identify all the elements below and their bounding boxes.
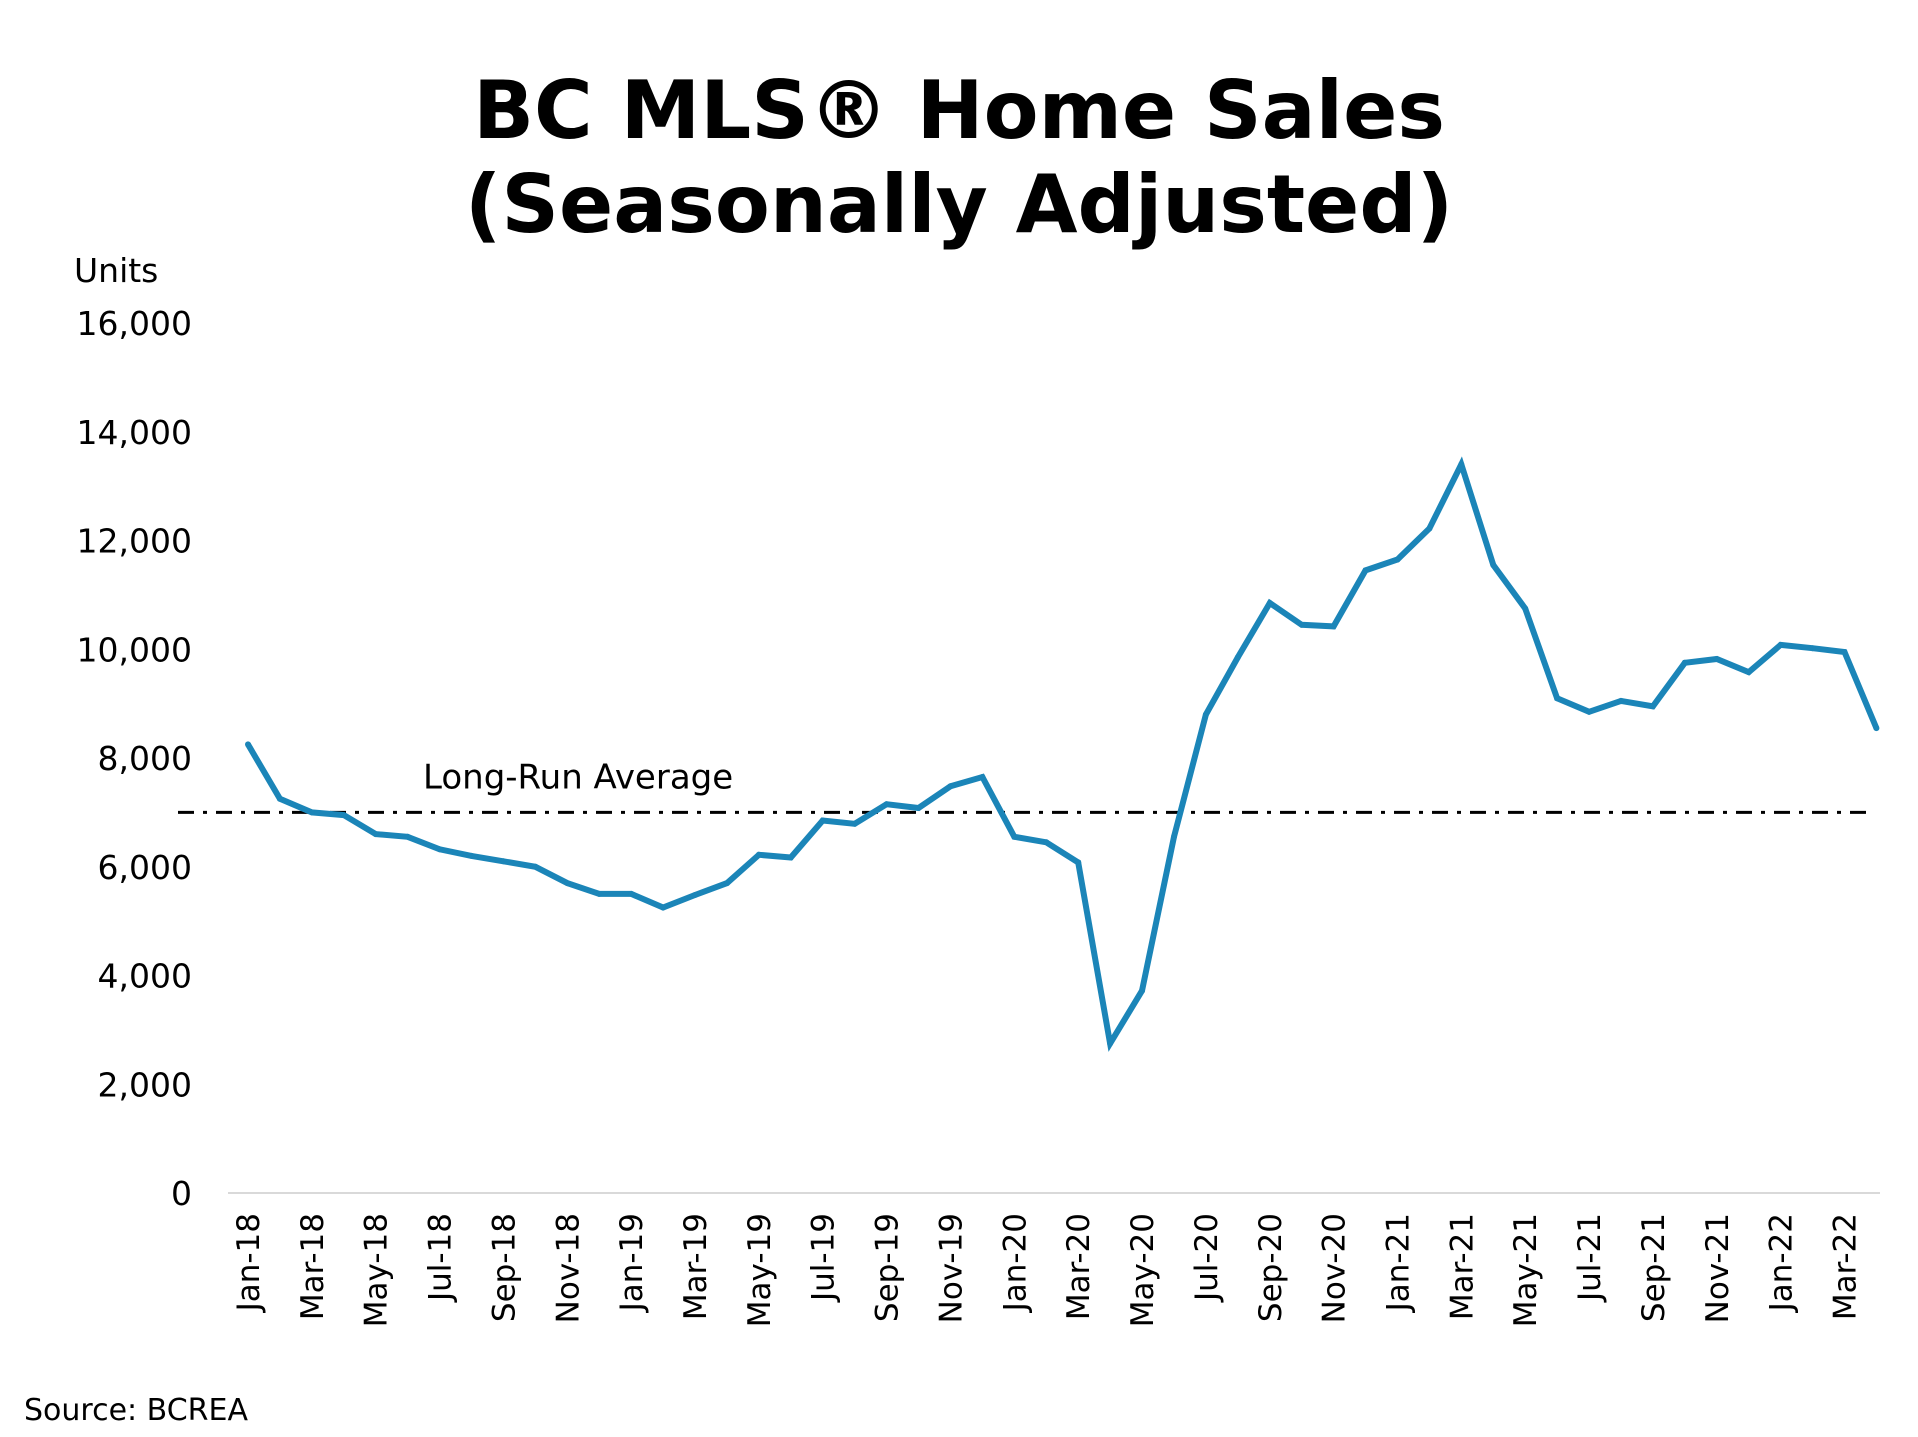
x-axis-ticks: Jan-18 Mar-18 May-18 Jul-18 Sep-18 Nov-18 Jan-… — [231, 1213, 1864, 1327]
x-tick-label: Mar-20 — [1061, 1213, 1097, 1320]
data-point — [1394, 556, 1401, 563]
data-point — [340, 812, 347, 819]
data-point — [1522, 605, 1529, 612]
data-point — [1713, 656, 1720, 662]
data-point — [883, 801, 890, 808]
x-tick-label: May-18 — [359, 1213, 395, 1327]
data-point — [245, 741, 251, 748]
x-tick-label: Jan-18 — [231, 1213, 267, 1313]
x-tick-label: Nov-21 — [1700, 1213, 1736, 1323]
x-tick-label: Jul-21 — [1572, 1213, 1608, 1303]
y-tick-label: 2,000 — [98, 1065, 192, 1104]
y-tick-label: 8,000 — [98, 739, 192, 778]
y-tick-label: 6,000 — [98, 848, 192, 887]
x-tick-label: Jan-19 — [614, 1213, 650, 1313]
data-point — [596, 890, 603, 897]
x-tick-label: May-21 — [1508, 1213, 1544, 1327]
x-tick-label: Jan-22 — [1764, 1213, 1800, 1313]
data-point — [1490, 562, 1497, 568]
data-point — [1426, 525, 1433, 532]
x-tick-label: Sep-21 — [1636, 1213, 1672, 1322]
data-point — [1554, 695, 1561, 702]
x-tick-label: Mar-22 — [1828, 1213, 1864, 1320]
home-sales-series-line — [245, 456, 1880, 1052]
x-tick-label: May-20 — [1125, 1213, 1161, 1327]
x-tick-label: Sep-18 — [486, 1213, 522, 1322]
data-point — [947, 783, 954, 790]
source-note: Source: BCREA — [24, 1393, 249, 1428]
data-point — [468, 852, 475, 859]
data-point — [1841, 649, 1848, 655]
y-tick-label: 10,000 — [77, 630, 192, 669]
data-point — [1011, 833, 1018, 840]
y-axis-ticks: 0 2,000 4,000 6,000 8,000 10,000 12,000 14,000 1… — [77, 304, 192, 1213]
y-tick-label: 4,000 — [98, 957, 192, 996]
data-point — [692, 892, 698, 898]
data-point — [1777, 641, 1784, 648]
x-tick-label: Mar-19 — [678, 1213, 714, 1320]
x-tick-label: Sep-20 — [1253, 1213, 1289, 1322]
y-tick-label: 0 — [171, 1174, 192, 1213]
data-point — [532, 863, 539, 870]
x-tick-label: Jul-18 — [423, 1213, 459, 1303]
data-point — [1266, 600, 1273, 606]
data-point — [564, 880, 571, 887]
chart-subtitle: (Seasonally Adjusted) — [464, 158, 1454, 251]
data-point — [1586, 708, 1593, 715]
data-point — [1171, 833, 1177, 840]
data-point — [1873, 725, 1880, 732]
data-points — [245, 461, 1880, 1047]
x-tick-label: Jan-20 — [997, 1213, 1033, 1313]
data-point — [1202, 711, 1209, 718]
data-point — [276, 795, 283, 802]
x-tick-label: Mar-21 — [1444, 1213, 1480, 1320]
x-tick-label: Mar-18 — [295, 1213, 331, 1320]
data-point — [1298, 621, 1305, 628]
data-point — [1330, 623, 1337, 630]
x-tick-label: Jul-20 — [1189, 1213, 1225, 1303]
y-tick-label: 14,000 — [77, 413, 192, 452]
data-point — [851, 820, 858, 827]
x-tick-label: May-19 — [742, 1213, 778, 1327]
data-point — [308, 809, 315, 816]
data-point — [500, 858, 507, 865]
y-tick-label: 16,000 — [77, 304, 192, 343]
data-point — [1075, 859, 1082, 866]
data-point — [1043, 839, 1050, 846]
data-point — [1234, 654, 1241, 661]
data-point — [436, 846, 443, 853]
long-run-average-label: Long-Run Average — [423, 757, 733, 797]
data-point — [915, 805, 922, 811]
x-tick-label: Sep-19 — [870, 1213, 906, 1322]
data-point — [1139, 987, 1145, 994]
data-point — [660, 904, 667, 911]
x-tick-label: Nov-20 — [1317, 1213, 1353, 1323]
data-point — [1618, 697, 1624, 704]
data-point — [404, 833, 411, 840]
data-point — [724, 880, 730, 887]
data-point — [1107, 1040, 1114, 1047]
y-axis-label: Units — [74, 251, 158, 290]
chart-title: BC MLS® Home Sales — [473, 64, 1445, 157]
data-point — [1745, 669, 1752, 676]
data-point — [979, 774, 986, 780]
data-point — [787, 854, 794, 861]
data-point — [1809, 645, 1816, 652]
data-point — [1681, 659, 1688, 666]
x-tick-label: Nov-18 — [550, 1213, 586, 1323]
data-point — [628, 890, 635, 897]
data-point — [1458, 461, 1465, 468]
data-point — [1649, 703, 1656, 710]
x-tick-label: Jul-19 — [806, 1213, 842, 1303]
data-point — [1362, 567, 1369, 574]
y-tick-label: 12,000 — [77, 522, 192, 561]
data-point — [755, 851, 762, 858]
data-point — [819, 817, 826, 824]
data-point — [372, 831, 379, 838]
x-tick-label: Nov-19 — [933, 1213, 969, 1323]
x-tick-label: Jan-21 — [1380, 1213, 1416, 1313]
